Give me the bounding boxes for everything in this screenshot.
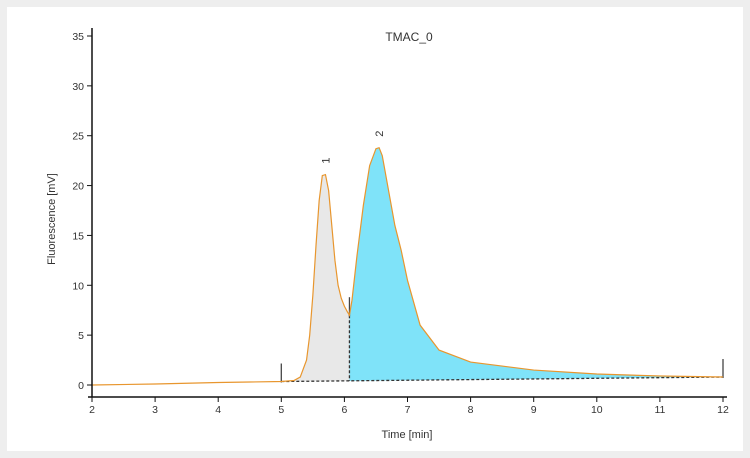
y-tick-label: 0 [78, 380, 84, 392]
integration-baseline [281, 376, 724, 383]
x-tick-label: 11 [654, 404, 665, 416]
x-axis-label: Time [min] [382, 429, 433, 441]
peak-1-label: 1 [320, 158, 332, 164]
y-tick-label: 30 [72, 81, 84, 93]
x-tick-label: 12 [717, 404, 729, 416]
y-axis-label: Fluorescence [mV] [46, 173, 58, 265]
peak-2-area [349, 147, 723, 381]
x-tick-label: 2 [89, 404, 95, 416]
x-tick-label: 3 [152, 404, 158, 416]
x-tick-label: 4 [215, 404, 221, 416]
x-tick-label: 7 [405, 404, 411, 416]
y-tick-label: 15 [72, 230, 84, 242]
peak-1-area [281, 174, 350, 382]
y-tick-label: 35 [72, 31, 84, 43]
x-tick-label: 5 [278, 404, 284, 416]
y-tick-label: 20 [72, 181, 84, 193]
chart-panel: 2 3 4 5 6 7 8 9 10 11 12 0 5 10 15 20 25 30 35 TMAC_0 Time… [7, 7, 743, 451]
x-tick-label: 6 [341, 404, 347, 416]
y-tick-label: 25 [72, 131, 84, 143]
y-tick-label: 10 [72, 280, 84, 292]
x-tick-label: 8 [468, 404, 474, 416]
x-tick-label: 10 [591, 404, 603, 416]
y-tick-label: 5 [78, 330, 84, 342]
fluorescence-trace [91, 146, 724, 386]
peak-2-label: 2 [374, 131, 386, 137]
chart-title: TMAC_0 [385, 30, 433, 44]
x-tick-label: 9 [531, 404, 537, 416]
